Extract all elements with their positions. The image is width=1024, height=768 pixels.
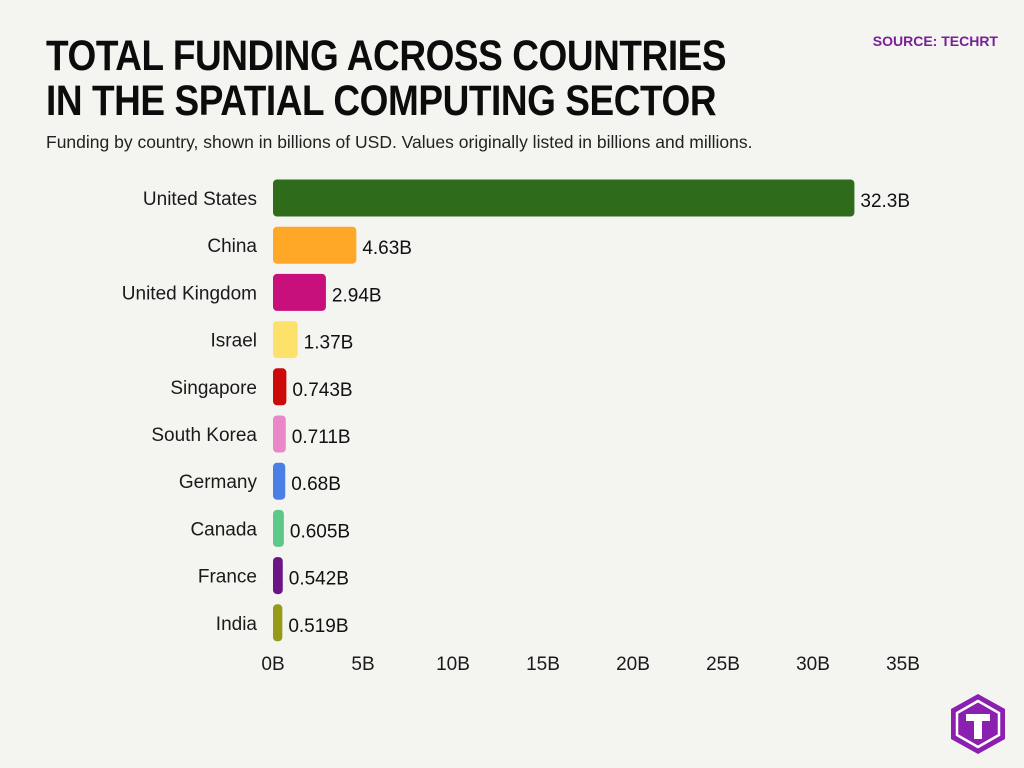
value-label-china: 4.63B <box>362 238 412 259</box>
x-tick-label: 15B <box>526 654 560 675</box>
value-label-india: 0.519B <box>288 616 348 637</box>
category-label-united-states: United States <box>143 189 257 210</box>
category-label-germany: Germany <box>179 472 258 493</box>
value-label-united-states: 32.3B <box>860 191 910 212</box>
chart-subtitle: Funding by country, shown in billions of… <box>46 132 753 152</box>
value-label-canada: 0.605B <box>290 521 350 542</box>
value-label-israel: 1.37B <box>304 333 354 354</box>
x-tick-label: 35B <box>886 654 920 675</box>
x-tick-label: 30B <box>796 654 830 675</box>
bar-united-kingdom <box>273 273 326 311</box>
value-label-germany: 0.68B <box>291 474 341 495</box>
x-tick-label: 5B <box>351 654 374 675</box>
bar-germany <box>273 462 286 500</box>
bar-south-korea <box>273 415 286 453</box>
category-label-singapore: Singapore <box>170 378 257 399</box>
value-label-singapore: 0.743B <box>292 380 352 401</box>
x-tick-label: 0B <box>261 654 284 675</box>
category-label-united-kingdom: United Kingdom <box>122 283 257 304</box>
source-label: SOURCE: TECHRT <box>872 33 998 49</box>
bar-canada <box>273 509 284 547</box>
x-tick-label: 25B <box>706 654 740 675</box>
value-label-united-kingdom: 2.94B <box>332 285 382 306</box>
bar-china <box>273 226 357 264</box>
value-label-france: 0.542B <box>289 569 349 590</box>
chart-title: TOTAL FUNDING ACROSS COUNTRIES IN THE SP… <box>46 32 727 125</box>
value-label-south-korea: 0.711B <box>292 427 351 448</box>
bar-united-states <box>273 179 855 217</box>
x-tick-label: 10B <box>436 654 470 675</box>
bar-israel <box>273 321 298 359</box>
category-label-canada: Canada <box>190 519 257 540</box>
category-label-israel: Israel <box>211 331 257 352</box>
category-label-france: France <box>198 567 257 588</box>
techrt-logo-icon <box>951 694 1005 754</box>
x-tick-label: 20B <box>616 654 650 675</box>
category-label-south-korea: South Korea <box>151 425 257 446</box>
category-label-india: India <box>216 614 258 635</box>
category-label-china: China <box>207 236 257 257</box>
bar-india <box>273 604 283 642</box>
bar-france <box>273 557 283 595</box>
bar-singapore <box>273 368 287 406</box>
